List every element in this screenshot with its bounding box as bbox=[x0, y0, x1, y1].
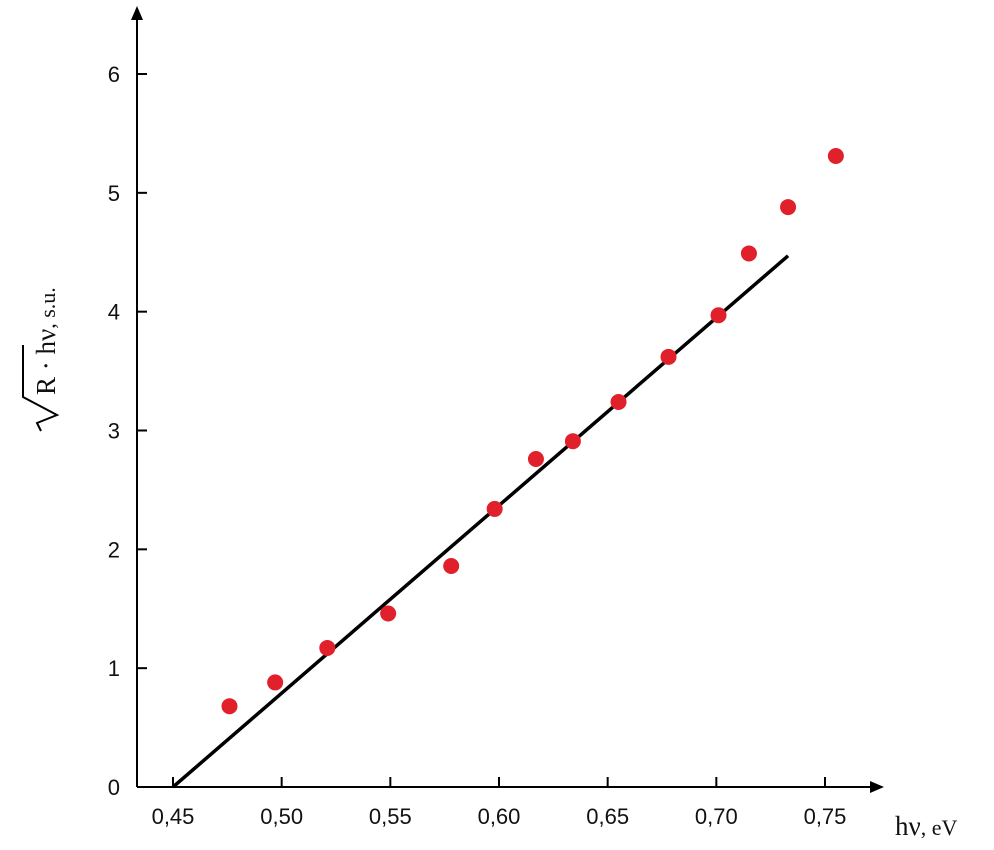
y-tick-label: 5 bbox=[108, 181, 120, 206]
axes bbox=[131, 6, 884, 793]
fit-line-group bbox=[171, 254, 790, 789]
data-point bbox=[564, 433, 581, 450]
x-tick-label: 0,55 bbox=[369, 804, 412, 829]
x-tick-label: 0,75 bbox=[804, 804, 847, 829]
x-ticks: 0,45 0,50 0,55 0,60 0,65 0,70 0,75 bbox=[152, 777, 847, 829]
y-axis-label-text: R · hν, s.u. bbox=[31, 287, 61, 395]
data-point bbox=[443, 557, 460, 574]
y-tick-label: 1 bbox=[108, 656, 120, 681]
radical-sign bbox=[22, 345, 60, 432]
data-point bbox=[710, 307, 727, 324]
x-axis-arrow bbox=[870, 781, 884, 793]
y-axis-arrow bbox=[131, 6, 143, 20]
y-tick-label: 6 bbox=[108, 62, 120, 87]
y-tick-label: 4 bbox=[108, 300, 120, 325]
x-tick-label: 0,50 bbox=[260, 804, 303, 829]
x-axis-label: hν, eV bbox=[895, 811, 957, 841]
x-tick-label: 0,65 bbox=[586, 804, 629, 829]
data-point bbox=[780, 199, 797, 216]
fit-line bbox=[171, 254, 790, 789]
data-point bbox=[319, 639, 336, 656]
y-tick-label: 3 bbox=[108, 419, 120, 444]
data-point bbox=[267, 674, 284, 691]
x-tick-label: 0,60 bbox=[478, 804, 521, 829]
data-points bbox=[221, 147, 844, 715]
x-tick-label: 0,45 bbox=[152, 804, 195, 829]
y-axis-label: R · hν, s.u. bbox=[22, 287, 61, 432]
y-tick-label: 0 bbox=[108, 775, 120, 800]
data-point bbox=[221, 698, 238, 715]
data-point bbox=[486, 500, 503, 517]
data-point bbox=[740, 245, 757, 262]
data-point bbox=[610, 393, 627, 410]
data-point bbox=[527, 451, 544, 468]
y-tick-label: 2 bbox=[108, 537, 120, 562]
y-ticks: 0 1 2 3 4 5 6 bbox=[108, 62, 147, 800]
data-point bbox=[660, 348, 677, 365]
data-point bbox=[827, 147, 844, 164]
data-point bbox=[380, 605, 397, 622]
x-tick-label: 0,70 bbox=[695, 804, 738, 829]
